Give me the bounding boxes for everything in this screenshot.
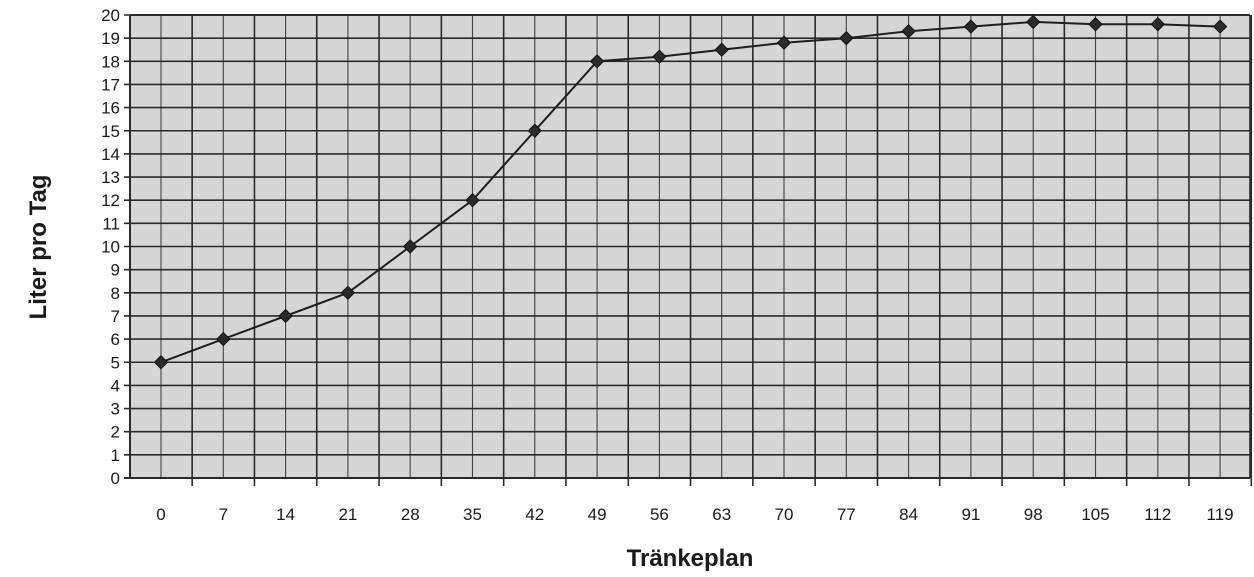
data-point-marker [527, 123, 543, 138]
x-tick-label: 21 [338, 505, 357, 524]
x-tick-label: 70 [775, 505, 794, 524]
data-point-marker [839, 30, 854, 46]
data-point-marker [652, 49, 667, 64]
y-tick-label: 2 [111, 423, 120, 442]
y-tick-label: 1 [111, 446, 120, 465]
data-point-marker [1212, 19, 1228, 34]
x-tick-label: 77 [837, 505, 856, 524]
y-tick-label: 3 [111, 400, 120, 419]
data-point-marker [340, 285, 356, 301]
axes [124, 14, 1251, 479]
y-tick-label: 14 [101, 145, 120, 164]
x-axis-title: Tränkeplan [627, 545, 754, 572]
x-tick-label: 49 [588, 505, 607, 524]
data-point-marker [776, 35, 792, 50]
x-tick-label: 42 [525, 505, 544, 524]
y-tick-label: 20 [101, 6, 120, 25]
y-tick-label: 11 [102, 214, 120, 233]
x-tick-label: 56 [650, 505, 669, 524]
x-tick-label: 112 [1144, 505, 1171, 524]
data-point-marker [589, 54, 605, 69]
x-tick-label: 28 [401, 505, 420, 524]
y-tick-label: 4 [111, 376, 120, 395]
y-tick-label: 8 [111, 284, 120, 303]
data-series [153, 14, 1228, 370]
y-tick-label: 9 [111, 261, 120, 280]
data-point-marker [402, 239, 418, 254]
data-point-marker [216, 331, 231, 347]
data-point-marker [714, 42, 729, 57]
y-tick-label: 17 [101, 75, 120, 94]
x-tick-label: 0 [156, 505, 165, 524]
data-point-marker [465, 192, 480, 208]
y-axis-title: Liter pro Tag [25, 175, 52, 320]
y-tick-label: 18 [101, 52, 120, 71]
data-point-marker [278, 308, 293, 324]
y-tick-label: 10 [101, 238, 120, 257]
x-tick-label: 63 [712, 505, 731, 524]
y-tick-label: 6 [111, 330, 120, 349]
data-point-marker [1088, 17, 1103, 32]
x-tick-label: 119 [1207, 505, 1234, 524]
grid-lines [124, 14, 1253, 486]
x-tick-label: 105 [1081, 505, 1109, 524]
data-point-marker [963, 19, 979, 34]
series-line [160, 20, 1221, 364]
data-point-marker [901, 23, 916, 39]
x-tick-label: 84 [899, 505, 918, 524]
y-tick-label: 13 [101, 168, 120, 187]
data-point-marker [153, 355, 169, 370]
y-tick-label: 7 [111, 307, 120, 326]
x-tick-label: 7 [219, 505, 228, 524]
x-tick-label: 91 [961, 505, 980, 524]
x-tick-label: 98 [1024, 505, 1043, 524]
data-point-marker [1025, 14, 1041, 30]
x-tick-label: 35 [463, 505, 482, 524]
y-tick-label: 12 [101, 191, 120, 210]
x-tick-label: 14 [276, 505, 295, 524]
y-tick-label: 15 [101, 122, 120, 141]
y-tick-label: 19 [101, 29, 120, 48]
y-tick-label: 16 [101, 99, 120, 118]
data-point-marker [1150, 17, 1166, 32]
y-tick-label: 0 [111, 469, 120, 488]
y-tick-label: 5 [111, 353, 120, 372]
